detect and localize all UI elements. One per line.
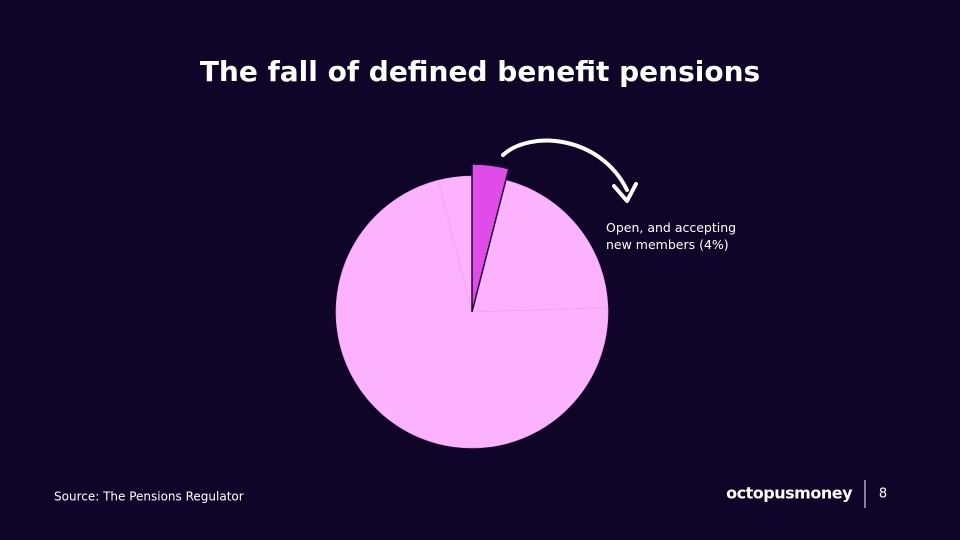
pie-slice (471, 163, 510, 313)
source-note: Source: The Pensions Regulator (54, 490, 244, 504)
pie-slice (471, 179, 609, 313)
arrow (501, 138, 629, 192)
slice-label: Open, and accepting new members (4%) (606, 220, 737, 252)
pie-slice (335, 179, 609, 449)
pie (335, 163, 609, 449)
slide-title: The fall of defined benefit pensions (200, 55, 760, 88)
logo: octopusmoney (726, 484, 853, 503)
page-number: 8 (879, 487, 887, 502)
arrow-head (612, 182, 638, 203)
